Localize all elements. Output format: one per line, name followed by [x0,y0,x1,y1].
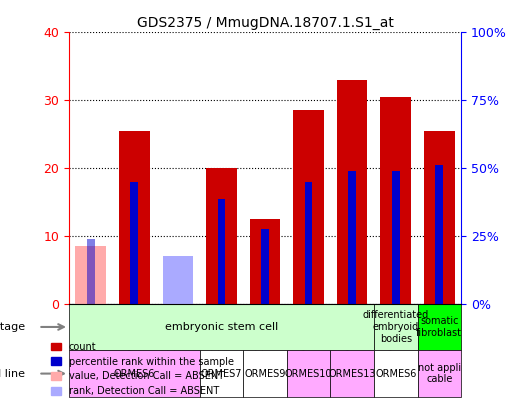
Bar [436,165,443,304]
Bar [305,181,312,304]
Text: ORMES6: ORMES6 [113,369,155,379]
Text: cell line: cell line [0,369,25,379]
FancyBboxPatch shape [69,350,200,397]
Text: embryonic stem cell: embryonic stem cell [165,322,278,332]
Legend: count, percentile rank within the sample, value, Detection Call = ABSENT, rank, : count, percentile rank within the sample… [47,338,237,400]
FancyBboxPatch shape [200,350,243,397]
Bar [424,131,455,304]
FancyBboxPatch shape [374,350,418,397]
Bar [293,111,324,304]
Bar [381,97,411,304]
FancyBboxPatch shape [418,304,461,350]
Bar [119,131,149,304]
Text: ORMES9: ORMES9 [244,369,286,379]
Text: somatic
fibroblast: somatic fibroblast [416,316,462,338]
Text: ORMES10: ORMES10 [285,369,332,379]
Bar [261,229,269,304]
Text: ORMES7: ORMES7 [201,369,242,379]
FancyBboxPatch shape [243,350,287,397]
Bar [337,80,367,304]
Bar [348,171,356,304]
Text: not appli
cable: not appli cable [418,363,461,384]
Bar [130,181,138,304]
Bar [163,256,193,304]
Title: GDS2375 / MmugDNA.18707.1.S1_at: GDS2375 / MmugDNA.18707.1.S1_at [137,16,393,30]
Bar [75,246,106,304]
FancyBboxPatch shape [287,350,330,397]
Text: ORMES13: ORMES13 [329,369,376,379]
FancyBboxPatch shape [418,350,461,397]
Text: ORMES6: ORMES6 [375,369,417,379]
Text: differentiated
embryoid
bodies: differentiated embryoid bodies [363,310,429,343]
Text: development stage: development stage [0,322,25,332]
Bar [87,239,94,304]
Bar [250,219,280,304]
FancyBboxPatch shape [330,350,374,397]
FancyBboxPatch shape [69,304,374,350]
Bar [392,171,400,304]
Bar [218,198,225,304]
FancyBboxPatch shape [374,304,418,350]
Bar [206,168,237,304]
